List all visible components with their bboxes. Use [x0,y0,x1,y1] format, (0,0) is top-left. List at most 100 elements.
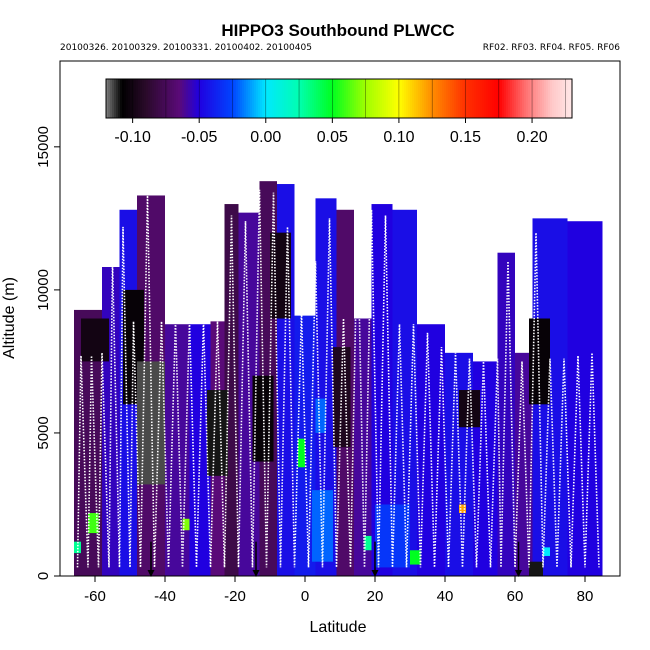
colorbar-segment-81 [268,79,271,118]
colorbar-segment-91 [288,79,291,118]
x-tick-label-3: 0 [301,588,309,605]
colorbar-segment-93 [292,79,295,118]
colorbar-segment-19 [144,79,147,118]
y-axis-label: Altitude (m) [1,277,18,359]
colorbar-segment-50 [206,79,209,118]
colorbar-segment-24 [154,79,157,118]
colorbar-segment-80 [266,79,269,118]
colorbar-segment-156 [418,79,421,118]
colorbar-tick-label-0: -0.10 [114,129,151,146]
heatmap-column-7 [224,204,239,577]
colorbar-tick-label-1: -0.05 [181,129,218,146]
colorbar-segment-65 [236,79,239,118]
colorbar-segment-61 [228,79,231,118]
colorbar-segment-58 [222,79,225,118]
colorbar-segment-203 [512,79,515,118]
colorbar-segment-115 [336,79,339,118]
colorbar-segment-178 [462,79,465,118]
colorbar-segment-171 [448,79,451,118]
colorbar-segment-155 [416,79,419,118]
colorbar-segment-135 [376,79,379,118]
colorbar-segment-216 [538,79,541,118]
colorbar-segment-95 [296,79,299,118]
marker-arrow-0 [147,570,155,577]
x-tick-label-0: -60 [84,588,106,605]
colorbar-segment-119 [344,79,347,118]
heatmap-patch-9 [312,490,333,562]
colorbar-segment-21 [148,79,151,118]
colorbar-segment-150 [406,79,409,118]
y-tick-label-0: 0 [35,572,52,580]
colorbar-segment-193 [492,79,495,118]
colorbar-segment-147 [400,79,403,118]
colorbar-segment-108 [322,79,325,118]
heatmap-patch-20 [529,561,543,576]
colorbar-segment-200 [506,79,509,118]
flight-track [76,189,600,568]
colorbar-segment-214 [534,79,537,118]
colorbar-segment-41 [188,79,191,118]
colorbar-segment-136 [378,79,381,118]
colorbar-segment-92 [290,79,293,118]
colorbar-segment-199 [504,79,507,118]
heatmap-patch-19 [543,547,550,556]
colorbar-segment-227 [560,79,563,118]
heatmap-patch-2 [207,390,228,476]
colorbar-segment-98 [302,79,305,118]
colorbar-segment-30 [166,79,169,118]
colorbar-segment-126 [358,79,361,118]
colorbar-segment-143 [392,79,395,118]
colorbar-segment-11 [128,79,131,118]
colorbar-segment-4 [114,79,117,118]
heatmap-patch-18 [364,535,372,551]
colorbar-segment-110 [326,79,329,118]
colorbar-segment-1 [108,79,111,118]
colorbar-segment-206 [518,79,521,118]
heatmap-patch-16 [459,504,466,514]
heatmap-patch-17 [410,550,421,565]
colorbar-segment-69 [244,79,247,118]
colorbar-segment-0 [106,79,109,118]
marker-arrow-3 [515,570,522,577]
colorbar-segment-54 [214,79,217,118]
colorbar-segment-165 [436,79,439,118]
colorbar-segment-107 [320,79,323,118]
colorbar-segment-94 [294,79,297,118]
colorbar-segment-62 [230,79,233,118]
colorbar-segment-204 [514,79,517,118]
heatmap-patch-13 [88,513,99,534]
colorbar-segment-215 [536,79,539,118]
heatmap-column-8 [238,212,260,576]
colorbar-segment-35 [176,79,179,118]
colorbar-segment-118 [342,79,345,118]
colorbar-segment-103 [312,79,315,118]
colorbar-segment-197 [500,79,503,118]
heatmap-patch-6 [459,390,480,428]
colorbar-segment-49 [204,79,207,118]
x-tick-label-7: 80 [577,588,594,605]
colorbar-segment-3 [112,79,115,118]
y-tick-label-3: 15000 [35,126,52,168]
colorbar-segment-42 [190,79,193,118]
colorbar-segment-188 [482,79,485,118]
x-axis: -60 -40 -20 0 20 40 60 80 [84,576,593,605]
colorbar-segment-187 [480,79,483,118]
colorbar-segment-44 [194,79,197,118]
colorbar-segment-154 [414,79,417,118]
colorbar-segment-89 [284,79,287,118]
colorbar-segment-20 [146,79,149,118]
colorbar-segment-18 [142,79,145,118]
colorbar-segment-90 [286,79,289,118]
colorbar-segment-76 [258,79,261,118]
colorbar-segment-5 [116,79,119,118]
colorbar-segment-139 [384,79,387,118]
colorbar-segment-82 [270,79,273,118]
colorbar-segment-45 [196,79,199,118]
colorbar-segment-169 [444,79,447,118]
colorbar-segment-51 [208,79,211,118]
colorbar-segment-185 [476,79,479,118]
colorbar-segment-159 [424,79,427,118]
colorbar: -0.10 -0.05 0.00 0.05 0.10 0.15 0.20 [105,78,573,146]
colorbar-segment-180 [466,79,469,118]
colorbar-segment-128 [362,79,365,118]
